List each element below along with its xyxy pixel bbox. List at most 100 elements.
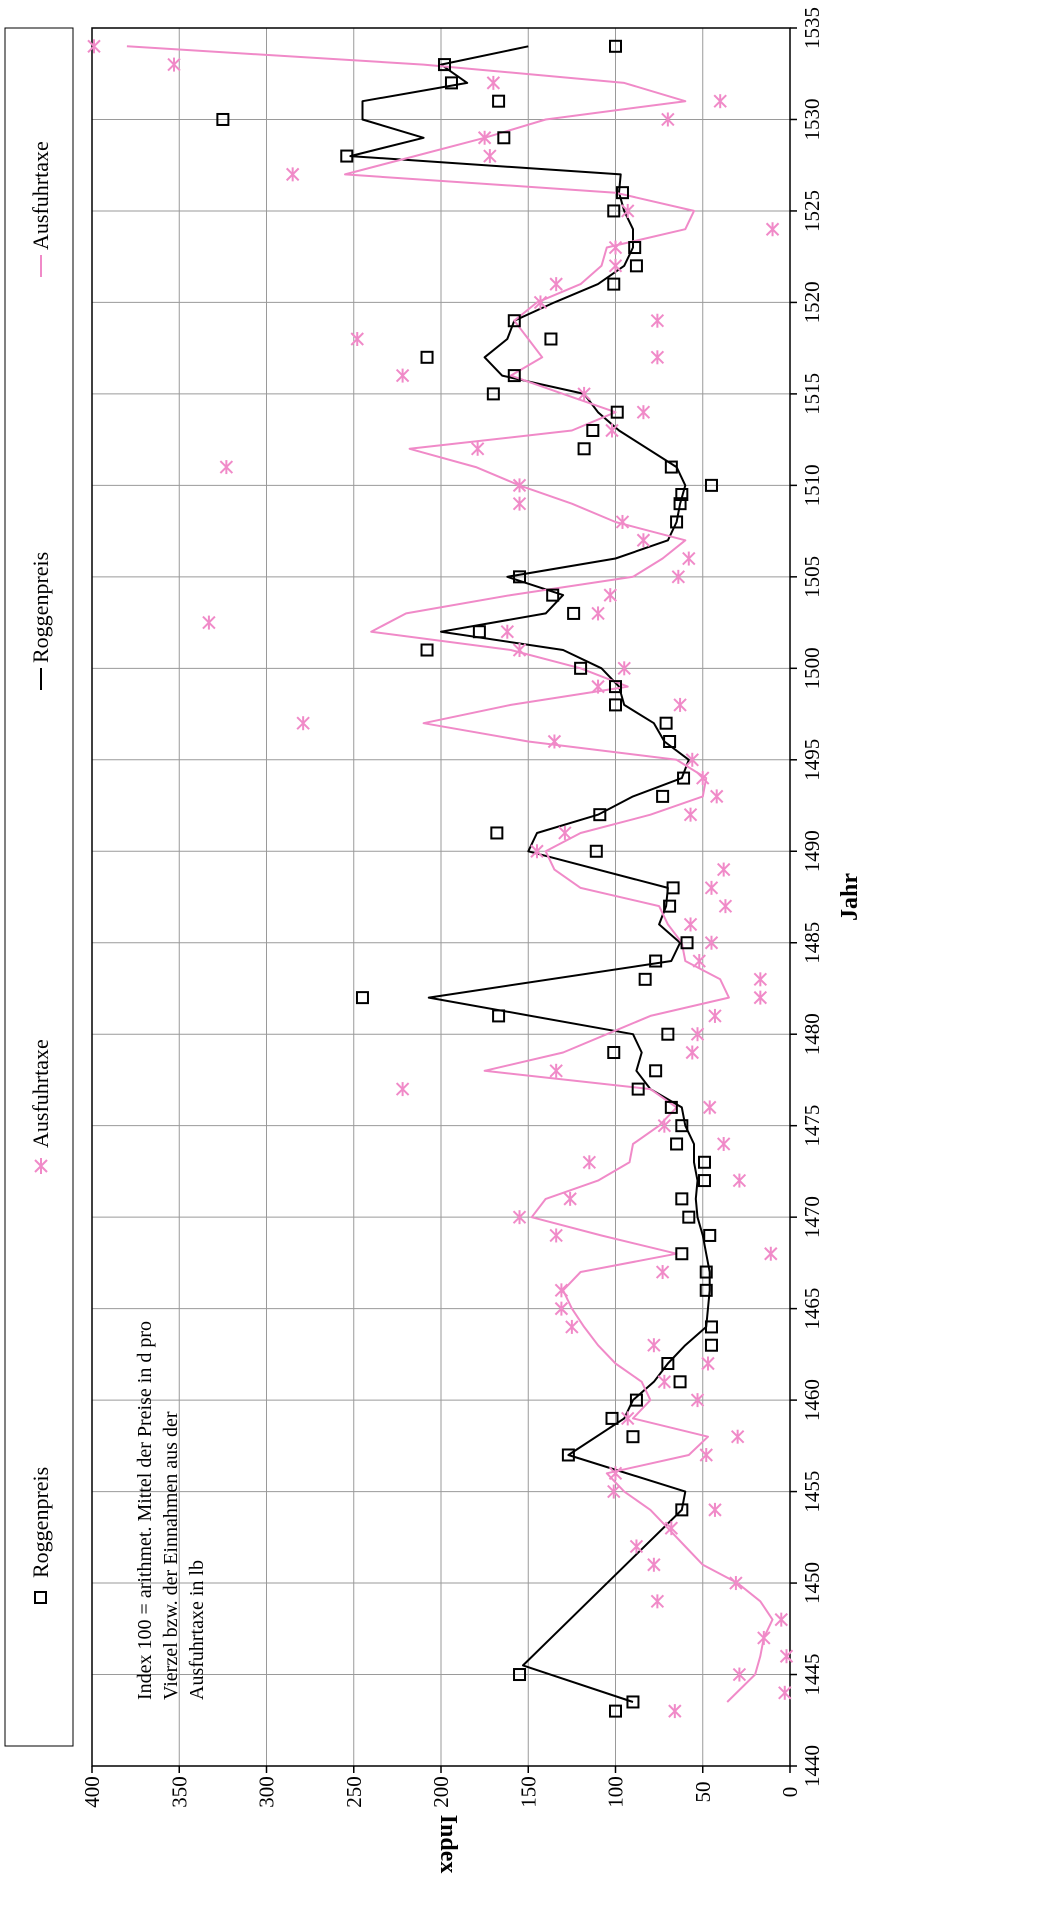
annotation-line-2: Vierzel bzw. der Einnahmen aus der (160, 1411, 182, 1700)
ausfuhrtaxe-marker (704, 935, 719, 950)
ausfuhrtaxe-marker (395, 368, 410, 383)
x-axis-label: Jahr (837, 873, 863, 921)
roggenpreis-marker (649, 1064, 663, 1078)
legend-ausfuhr-marker-icon (34, 1158, 48, 1174)
ausfuhrtaxe-marker (718, 899, 733, 914)
series-markers (87, 39, 794, 1719)
ausfuhrtaxe-marker (730, 1429, 745, 1444)
roggenpreis-marker (626, 1695, 640, 1709)
series-lines (126, 45, 774, 1703)
roggenpreis-marker (586, 423, 600, 437)
roggenpreis-marker (638, 972, 652, 986)
roggenpreis-marker (609, 1704, 622, 1718)
roggenpreis-marker (437, 58, 451, 72)
roggenpreis-marker (670, 515, 684, 529)
x-tick-label: 1490 (800, 830, 824, 872)
roggenpreis-marker (607, 204, 621, 218)
ausfuhrtaxe-marker (699, 1447, 713, 1462)
roggenpreis-marker (629, 259, 643, 273)
ausfuhrtaxe-marker (607, 1484, 621, 1499)
roggenpreis-marker (605, 1411, 619, 1425)
ausfuhrtaxe-marker (732, 1173, 747, 1188)
ausfuhrtaxe-marker (558, 825, 572, 840)
x-tick-label: 1440 (800, 1745, 824, 1787)
roggenpreis-marker (675, 1247, 689, 1261)
ausfuhrtaxe-marker (685, 752, 699, 767)
ausfuhrtaxe-marker (710, 789, 724, 804)
roggenpreis-marker (663, 734, 677, 748)
legend-ausfuhr-line-label: Ausfuhrtaxe (28, 141, 53, 250)
x-tick-label: 1480 (800, 1013, 824, 1055)
series-line-roggenpreis (349, 45, 711, 1703)
roggenpreis-marker (675, 1119, 689, 1133)
ausfuhrtaxe-marker (615, 514, 630, 529)
x-tick-label: 1465 (800, 1288, 824, 1330)
ausfuhrtaxe-marker (565, 1319, 579, 1334)
roggenpreis-marker (216, 112, 230, 126)
roggenpreis-marker (675, 1192, 689, 1206)
ausfuhrtaxe-marker (647, 1557, 661, 1572)
roggenpreis-marker (507, 369, 521, 383)
roggenpreis-marker (574, 661, 588, 675)
ausfuhrtaxe-marker (621, 1411, 635, 1426)
ausfuhrtaxe-marker (655, 1265, 670, 1280)
roggenpreis-marker (577, 442, 591, 456)
roggenpreis-marker (656, 789, 670, 803)
ausfuhrtaxe-marker (753, 990, 768, 1005)
y-tick-label: 0 (778, 1787, 802, 1798)
ausfuhrtaxe-marker (682, 551, 696, 566)
ausfuhrtaxe-marker (657, 1374, 672, 1389)
ausfuhrtaxe-marker (591, 679, 605, 694)
ausfuhrtaxe-marker (683, 807, 698, 822)
roggenpreis-marker (670, 1137, 684, 1151)
x-tick-label: 1515 (800, 373, 824, 415)
ausfuhrtaxe-marker (764, 1246, 778, 1261)
roggenpreis-marker (704, 478, 718, 492)
ausfuhrtaxe-marker (605, 423, 619, 438)
roggenpreis-marker (680, 936, 694, 950)
roggenpreis-marker (664, 460, 678, 474)
y-tick-label: 200 (429, 1776, 453, 1808)
ausfuhrtaxe-marker (690, 1027, 705, 1042)
ausfuhrtaxe-marker (779, 1649, 794, 1664)
ausfuhrtaxe-marker (533, 295, 548, 310)
ausfuhrtaxe-marker (512, 1210, 527, 1225)
ausfuhrtaxe-marker (704, 880, 719, 895)
ausfuhrtaxe-marker (483, 149, 497, 164)
ausfuhrtaxe-marker (621, 203, 635, 218)
roggenpreis-marker (664, 1100, 678, 1114)
ausfuhrtaxe-marker (708, 1502, 722, 1517)
annotation-line-1: Index 100 = arithmet. Mittel der Preise … (134, 1321, 156, 1700)
ausfuhrtaxe-marker (713, 94, 727, 109)
ausfuhrtaxe-marker (285, 167, 300, 182)
ausfuhrtaxe-marker (512, 643, 527, 658)
ausfuhrtaxe-marker (486, 75, 501, 90)
ausfuhrtaxe-marker (732, 1667, 747, 1682)
roggenpreis-marker (340, 149, 354, 163)
ausfuhrtaxe-marker (500, 624, 515, 639)
ausfuhrtaxe-marker (774, 1612, 788, 1627)
legend-roggen-line-label: Roggenpreis (28, 552, 53, 663)
ausfuhrtaxe-marker (582, 1155, 597, 1170)
roggenpreis-marker (673, 497, 687, 511)
y-tick-label: 50 (691, 1782, 715, 1803)
ausfuhrtaxe-marker (729, 1576, 743, 1591)
ausfuhrtaxe-marker (650, 313, 665, 328)
roggenpreis-marker (703, 1228, 717, 1242)
roggenpreis-marker (649, 954, 663, 968)
roggenpreis-marker (490, 826, 504, 840)
ausfuhrtaxe-marker (657, 1118, 672, 1133)
roggenpreis-marker (546, 588, 560, 602)
ausfuhrtaxe-marker (668, 1704, 682, 1719)
ausfuhrtaxe-marker (690, 1393, 705, 1408)
roggenpreis-marker (659, 716, 673, 730)
roggenpreis-marker (677, 771, 691, 785)
roggenpreis-marker (610, 405, 624, 419)
roggenpreis-marker (675, 1503, 689, 1517)
roggenpreis-marker (697, 1155, 711, 1169)
roggenpreis-marker (661, 1357, 675, 1371)
x-tick-label: 1470 (800, 1196, 824, 1238)
roggenpreis-marker (704, 1320, 718, 1334)
ausfuhrtaxe-marker (608, 1466, 623, 1481)
